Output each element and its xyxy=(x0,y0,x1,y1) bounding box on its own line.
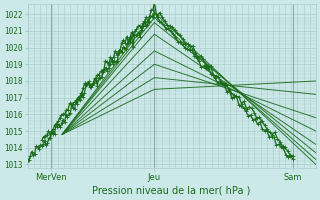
X-axis label: Pression niveau de la mer( hPa ): Pression niveau de la mer( hPa ) xyxy=(92,186,251,196)
